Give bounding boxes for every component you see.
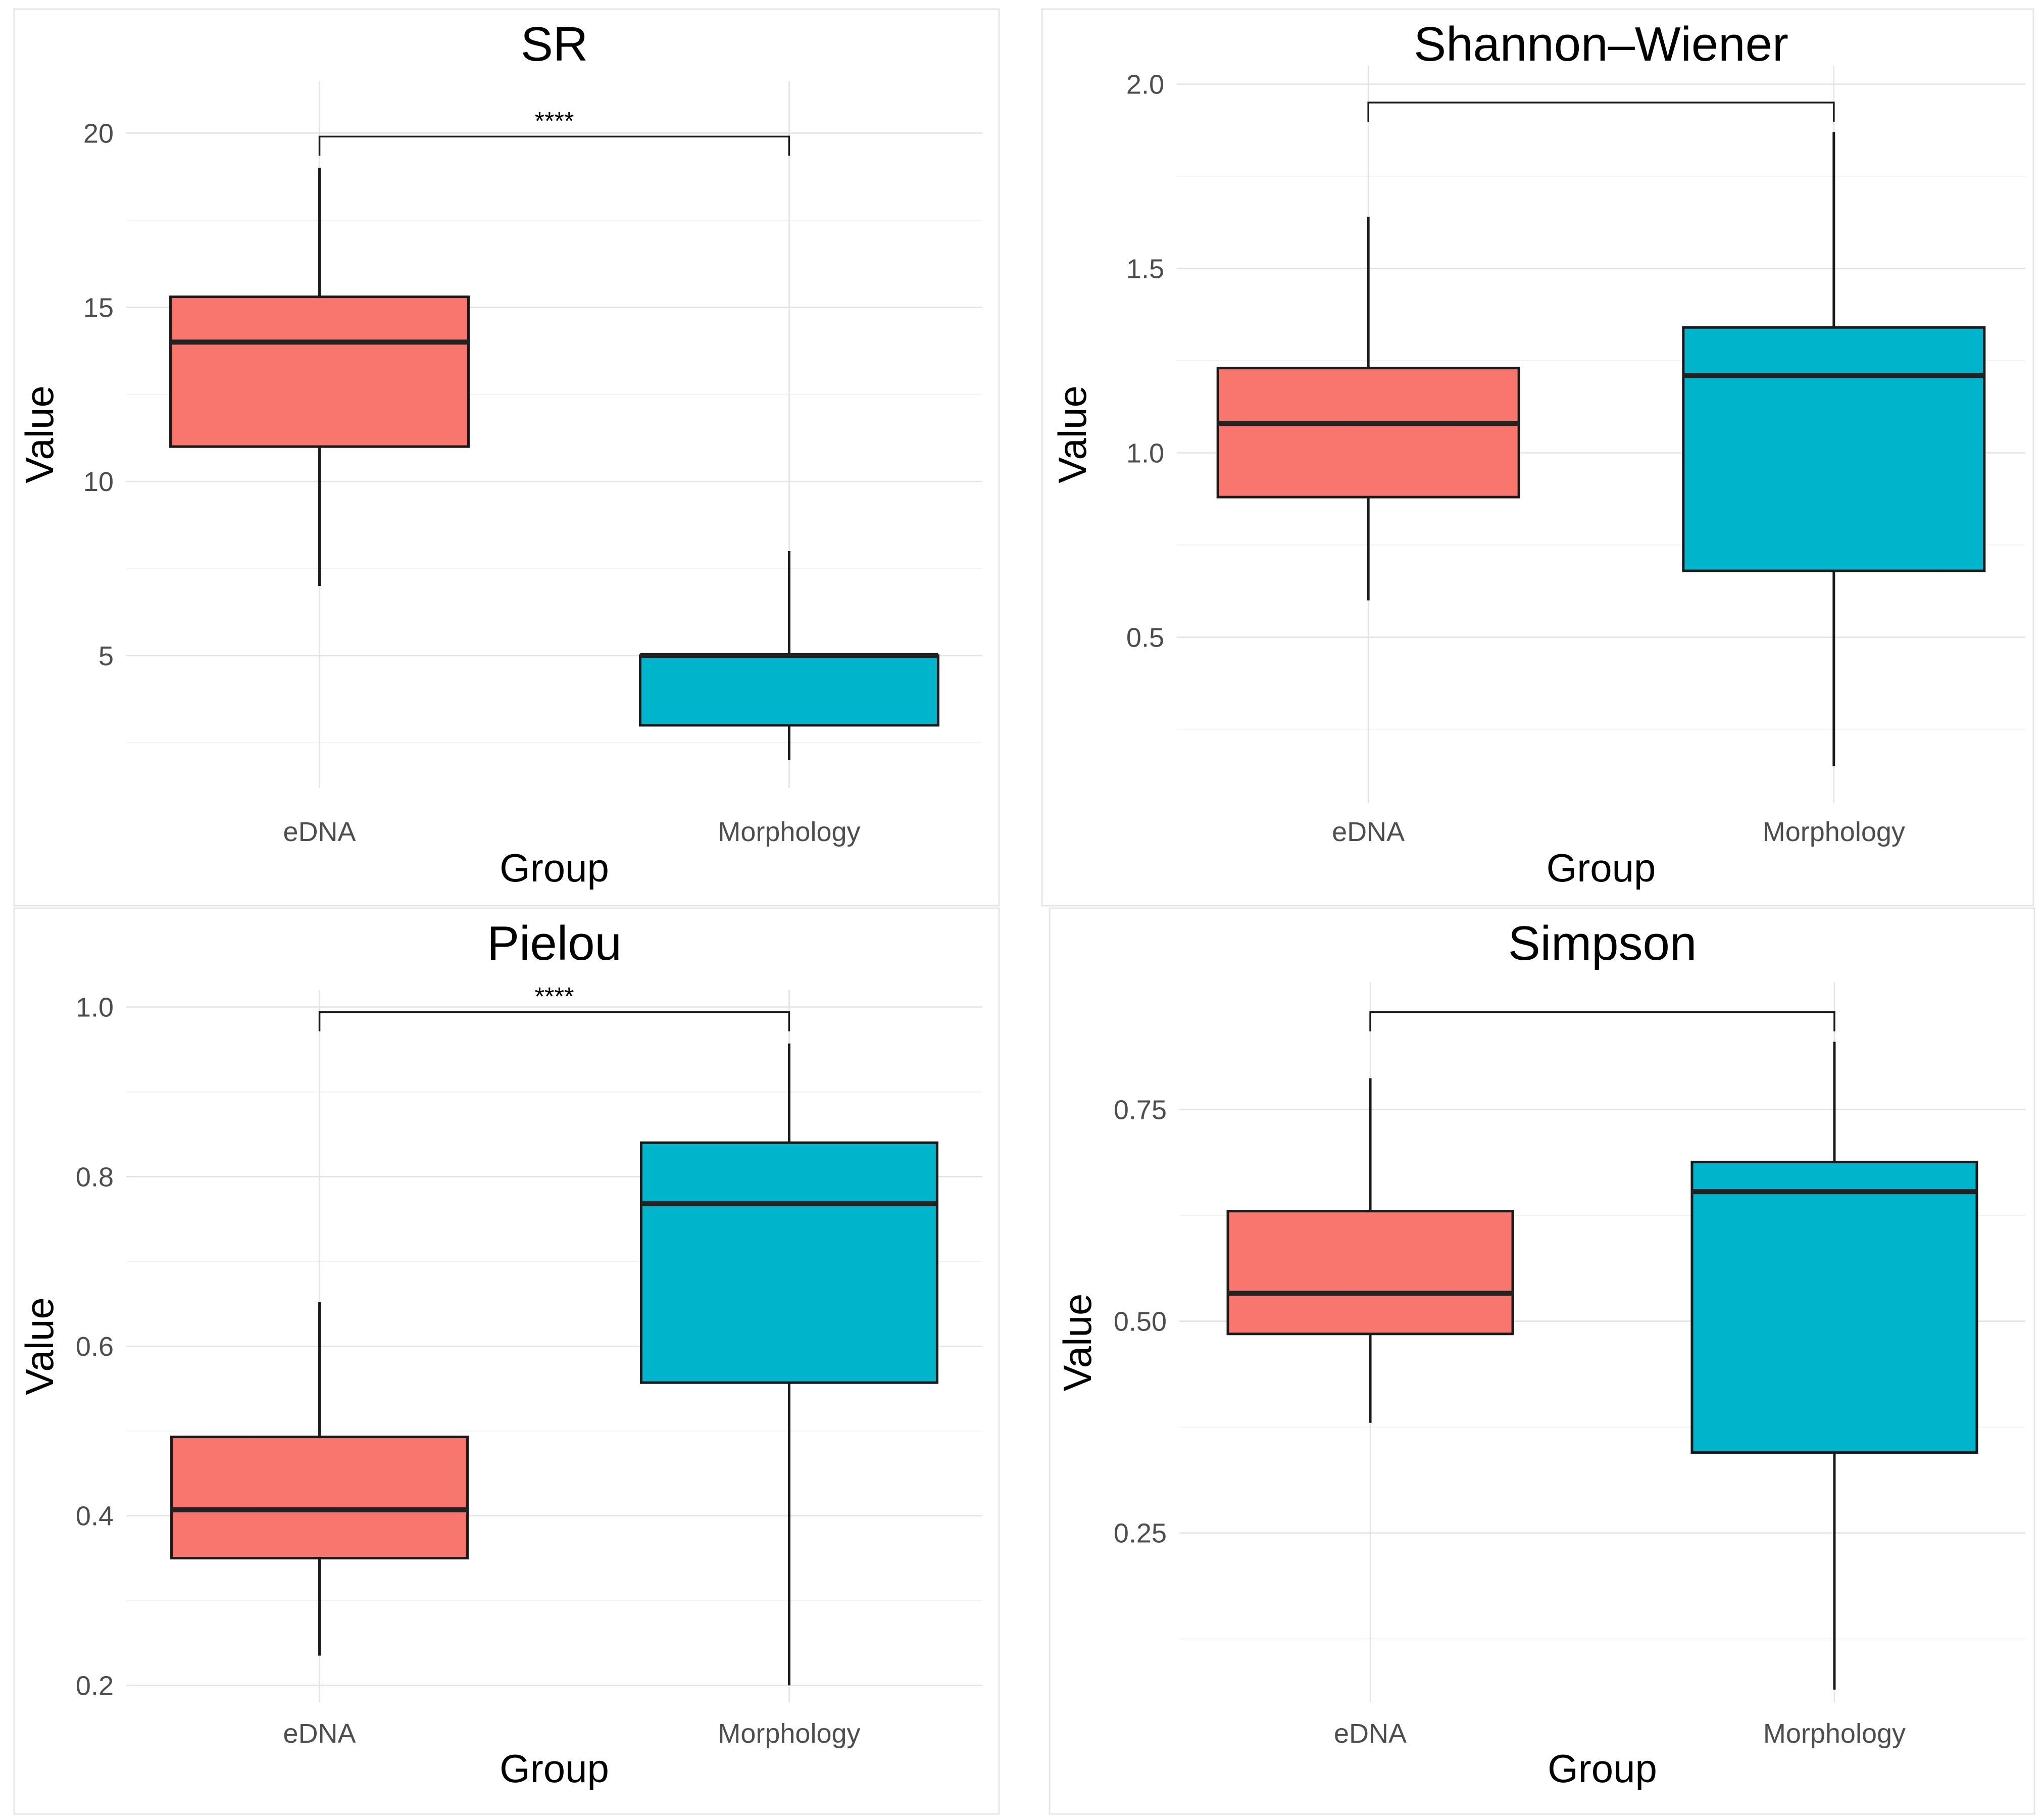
chart-title: Shannon–Wiener	[1414, 17, 1788, 71]
y-tick-label: 10	[83, 467, 114, 497]
box-edna	[170, 1302, 469, 1656]
x-tick-label: Morphology	[718, 1718, 860, 1749]
y-axis-title: Value	[1055, 1294, 1100, 1392]
iqr-box	[1226, 1210, 1514, 1336]
iqr-box	[170, 1436, 469, 1560]
x-axis-title: Group	[1547, 846, 1656, 890]
significance-label: ****	[535, 982, 574, 1011]
y-tick-label: 0.2	[76, 1670, 114, 1701]
significance-bracket	[1369, 1011, 1835, 1031]
x-tick-label: Morphology	[718, 817, 860, 847]
x-tick-label: eDNA	[1334, 1718, 1407, 1749]
panel-1: 0.5 1.0 1.5 2.0 eDNA Morphology Shannon–Wiener…	[1041, 8, 2034, 907]
box-morphology	[638, 551, 939, 760]
iqr-box	[169, 296, 470, 448]
panel-0: 5 10 15 20 **** eDNA Morphology SR Group Value	[13, 8, 1000, 907]
panel-frame	[13, 8, 1000, 907]
y-tick-label: 20	[83, 118, 114, 149]
iqr-box	[639, 1141, 938, 1384]
iqr-box	[1690, 1160, 1978, 1454]
y-axis-title: Value	[1050, 385, 1094, 483]
chart-title: Pielou	[487, 916, 622, 970]
y-tick-label: 0.4	[76, 1501, 114, 1532]
y-tick-label: 0.25	[1114, 1518, 1167, 1549]
box-morphology	[1682, 132, 1986, 766]
y-tick-label: 0.50	[1114, 1307, 1167, 1337]
y-axis-title: Value	[17, 385, 62, 483]
box-edna	[1226, 1078, 1514, 1423]
x-axis-title: Group	[500, 1746, 609, 1791]
y-tick-label: 1.0	[76, 993, 114, 1023]
iqr-box	[1682, 326, 1986, 572]
y-tick-label: 1.5	[1126, 254, 1164, 284]
y-tick-label: 0.75	[1114, 1095, 1167, 1125]
iqr-box	[1216, 367, 1520, 499]
y-tick-label: 0.5	[1126, 623, 1164, 653]
y-tick-label: 5	[98, 641, 114, 671]
x-axis-title: Group	[500, 846, 609, 890]
chart-title: SR	[521, 17, 588, 71]
iqr-box	[638, 654, 939, 727]
y-tick-label: 0.8	[76, 1162, 114, 1192]
x-tick-label: eDNA	[283, 1718, 356, 1749]
x-tick-label: Morphology	[1763, 1718, 1906, 1749]
box-morphology	[1690, 1042, 1978, 1690]
x-tick-label: eDNA	[283, 817, 356, 847]
significance-bracket	[318, 135, 790, 156]
significance-label: ****	[535, 107, 574, 135]
x-tick-label: Morphology	[1763, 817, 1905, 847]
box-edna	[169, 168, 470, 586]
y-tick-label: 0.6	[76, 1332, 114, 1362]
y-axis-title: Value	[17, 1297, 62, 1395]
y-tick-label: 15	[83, 292, 114, 323]
significance-bracket	[1367, 102, 1835, 122]
y-tick-label: 2.0	[1126, 70, 1164, 100]
box-morphology	[639, 1043, 938, 1686]
panel-3: 0.25 0.50 0.75 eDNA Morphology Simpson Group Va…	[1049, 907, 2035, 1815]
significance-bracket	[318, 1011, 790, 1031]
panel-2: 0.2 0.4 0.6 0.8 1.0 **** eDNA Morphology Pielou G…	[13, 907, 1000, 1815]
box-edna	[1216, 217, 1520, 601]
x-axis-title: Group	[1548, 1746, 1657, 1791]
x-tick-label: eDNA	[1332, 817, 1405, 847]
chart-title: Simpson	[1508, 916, 1697, 970]
y-tick-label: 1.0	[1126, 438, 1164, 469]
